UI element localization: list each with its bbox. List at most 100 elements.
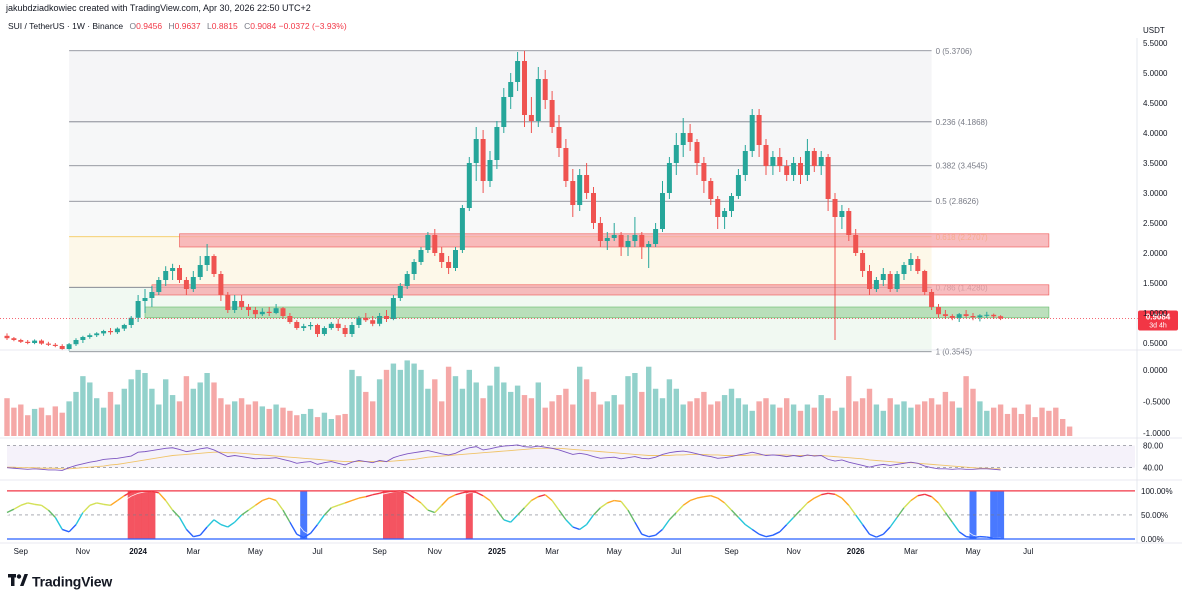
candle xyxy=(453,247,458,271)
histogram-bar xyxy=(197,382,203,436)
histogram-bar xyxy=(880,410,886,436)
price-axis[interactable]: USDT 5.5000 5.0000 4.5000 4.0000 3.5000 3.000… xyxy=(0,26,1182,544)
histogram-bar xyxy=(80,376,86,436)
candle xyxy=(963,310,969,318)
candle xyxy=(873,277,879,292)
candle xyxy=(211,254,217,277)
stoch-segment xyxy=(558,509,567,521)
histogram-bar xyxy=(18,404,24,436)
candle-body xyxy=(446,262,452,268)
candle-body xyxy=(335,323,341,328)
candle-body xyxy=(715,199,721,217)
candle xyxy=(363,313,369,322)
candle-body xyxy=(218,274,224,295)
histogram-bar xyxy=(570,404,576,436)
stoch-segment xyxy=(724,502,733,511)
candle-body xyxy=(701,163,707,181)
stoch-segment xyxy=(358,495,366,499)
candle-body xyxy=(32,340,38,343)
candlestick-series[interactable] xyxy=(4,50,1004,351)
histogram-bar xyxy=(508,391,514,436)
candle xyxy=(591,187,596,229)
histogram-bar xyxy=(211,382,217,436)
candle xyxy=(32,339,38,345)
histogram-bar xyxy=(997,404,1004,436)
candle xyxy=(804,139,810,181)
stoch-segment xyxy=(420,502,429,511)
candle-body xyxy=(273,308,279,313)
candle-body xyxy=(294,322,300,328)
fibonacci-retracement[interactable]: 0 (5.3706) 0.236 (4.1868) 0.382 (3.4545) 0.… xyxy=(69,47,988,357)
candle xyxy=(729,193,734,217)
histogram-bar xyxy=(804,404,811,436)
histogram-bar xyxy=(1018,413,1024,436)
candle-body xyxy=(729,196,734,211)
histogram-bar xyxy=(11,407,17,436)
stochastic-rsi-pane[interactable] xyxy=(6,490,1135,540)
candle xyxy=(673,133,679,175)
stoch-segment xyxy=(538,494,546,498)
candle-body xyxy=(246,307,251,310)
stoch-segment xyxy=(551,500,560,511)
stoch-segment xyxy=(841,497,850,506)
candle xyxy=(308,322,314,330)
stoch-segment xyxy=(172,509,181,518)
candle-body xyxy=(73,340,79,345)
candle-body xyxy=(501,97,507,127)
candle-body xyxy=(190,277,196,289)
candle xyxy=(183,277,189,295)
candle xyxy=(646,241,652,268)
rsi-pane[interactable] xyxy=(6,444,1135,471)
stoch-segment xyxy=(103,503,111,507)
histogram-bar xyxy=(335,415,341,436)
candle xyxy=(929,289,935,310)
histogram-bar xyxy=(735,398,742,436)
candle xyxy=(439,247,445,268)
candle-body xyxy=(473,139,479,163)
candle xyxy=(949,314,955,321)
candle xyxy=(390,295,396,321)
candle xyxy=(411,259,417,280)
candle xyxy=(970,313,976,321)
histogram-bar xyxy=(590,391,597,436)
candle-body xyxy=(894,274,900,289)
candle-body xyxy=(183,280,189,289)
candle-body xyxy=(252,310,258,315)
symbol-legend[interactable]: SUI / TetherUS · 1W · Binance O0.9456 H0… xyxy=(8,21,347,31)
candle-body xyxy=(439,253,445,262)
stoch-segment xyxy=(254,499,263,506)
stoch-segment xyxy=(227,521,236,528)
candle-body xyxy=(922,271,928,292)
histogram-bar xyxy=(87,382,93,436)
candle xyxy=(853,229,859,256)
stoch-segment xyxy=(110,499,118,506)
histogram-bar xyxy=(363,391,369,436)
histogram-axis-tick: 0.0000 xyxy=(1143,366,1168,375)
stoch-segment xyxy=(27,502,35,506)
stoch-segment xyxy=(896,507,905,518)
candle xyxy=(18,338,24,343)
stoch-segment xyxy=(523,500,532,509)
candle-body xyxy=(784,166,790,175)
candle xyxy=(356,316,362,328)
price-axis-tick: 5.0000 xyxy=(1143,69,1168,78)
candle xyxy=(135,295,141,322)
symbol-title[interactable]: SUI / TetherUS · 1W · Binance xyxy=(8,21,124,31)
price-axis-tick: 4.5000 xyxy=(1143,99,1168,108)
stoch-segment xyxy=(496,509,505,521)
stoch-overbought-marker xyxy=(396,490,404,540)
tradingview-logo[interactable]: TradingView xyxy=(8,572,112,589)
candle-body xyxy=(611,235,617,238)
candle xyxy=(618,232,624,256)
candle xyxy=(991,313,997,319)
candle-body xyxy=(880,274,886,280)
time-axis-tick: Nov xyxy=(428,547,442,556)
histogram-bar xyxy=(445,366,452,436)
candle xyxy=(535,67,541,127)
stoch-segment xyxy=(54,517,63,530)
time-axis[interactable]: Sep Nov 2024 Mar May Jul Sep Nov 2025 Mar May Jul Se… xyxy=(14,547,1034,556)
stoch-segment xyxy=(241,509,249,516)
stoch-segment xyxy=(323,507,332,516)
candle-body xyxy=(735,175,741,196)
